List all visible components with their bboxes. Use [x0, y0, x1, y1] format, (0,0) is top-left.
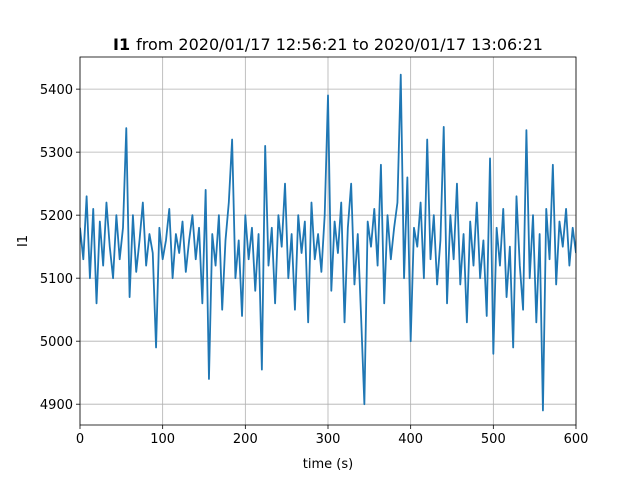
title-bold: I1 [113, 35, 130, 54]
y-tick-label: 4900 [40, 398, 73, 413]
y-tick-label: 5000 [40, 335, 73, 350]
y-tick-label: 5100 [40, 272, 73, 287]
plot-frame [79, 56, 577, 426]
y-tick-label: 5300 [40, 146, 73, 161]
y-axis-label: I1 [16, 235, 31, 247]
x-tick-label: 500 [481, 432, 506, 447]
x-tick-label: 600 [564, 432, 589, 447]
data-line [80, 73, 576, 412]
x-tick-label: 100 [150, 432, 175, 447]
x-tick-label: 400 [398, 432, 423, 447]
y-tick-label: 5200 [40, 209, 73, 224]
chart-title: I1 from 2020/01/17 12:56:21 to 2020/01/17… [113, 35, 543, 54]
x-tick-label: 0 [76, 432, 84, 447]
x-tick-label: 300 [316, 432, 341, 447]
title-rest: from 2020/01/17 12:56:21 to 2020/01/17 1… [136, 35, 543, 54]
x-axis-label: time (s) [303, 457, 353, 472]
y-tick-label: 5400 [40, 83, 73, 98]
x-tick-label: 200 [233, 432, 258, 447]
